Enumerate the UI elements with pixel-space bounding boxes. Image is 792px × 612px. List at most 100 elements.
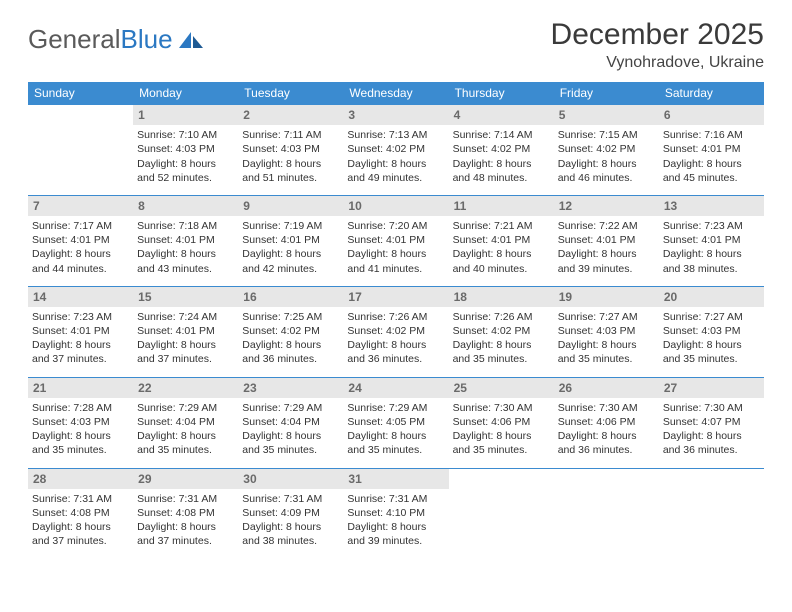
calendar-cell: 12Sunrise: 7:22 AMSunset: 4:01 PMDayligh… [554, 195, 659, 286]
calendar-cell: 10Sunrise: 7:20 AMSunset: 4:01 PMDayligh… [343, 195, 448, 286]
sunset-text: Sunset: 4:10 PM [347, 506, 444, 520]
day-number: 6 [659, 105, 764, 125]
day-number: 28 [28, 469, 133, 489]
weekday-header: Monday [133, 82, 238, 105]
sunrise-text: Sunrise: 7:22 AM [558, 219, 655, 233]
month-title: December 2025 [551, 18, 764, 52]
calendar-cell: 11Sunrise: 7:21 AMSunset: 4:01 PMDayligh… [449, 195, 554, 286]
sunset-text: Sunset: 4:01 PM [242, 233, 339, 247]
daylight-text: Daylight: 8 hours [453, 157, 550, 171]
sunset-text: Sunset: 4:01 PM [347, 233, 444, 247]
sunrise-text: Sunrise: 7:31 AM [137, 492, 234, 506]
sunset-text: Sunset: 4:01 PM [663, 142, 760, 156]
sunrise-text: Sunrise: 7:26 AM [347, 310, 444, 324]
calendar-cell: 3Sunrise: 7:13 AMSunset: 4:02 PMDaylight… [343, 105, 448, 196]
daylight-text: and 52 minutes. [137, 171, 234, 185]
daylight-text: and 45 minutes. [663, 171, 760, 185]
daylight-text: and 36 minutes. [663, 443, 760, 457]
weekday-header: Sunday [28, 82, 133, 105]
calendar-cell: 26Sunrise: 7:30 AMSunset: 4:06 PMDayligh… [554, 377, 659, 468]
daylight-text: Daylight: 8 hours [242, 338, 339, 352]
daylight-text: and 35 minutes. [137, 443, 234, 457]
daylight-text: Daylight: 8 hours [137, 247, 234, 261]
day-number: 2 [238, 105, 343, 125]
daylight-text: and 46 minutes. [558, 171, 655, 185]
sunset-text: Sunset: 4:06 PM [558, 415, 655, 429]
calendar-cell: 1Sunrise: 7:10 AMSunset: 4:03 PMDaylight… [133, 105, 238, 196]
sunset-text: Sunset: 4:01 PM [32, 233, 129, 247]
calendar-cell: 28Sunrise: 7:31 AMSunset: 4:08 PMDayligh… [28, 468, 133, 558]
calendar-body: 1Sunrise: 7:10 AMSunset: 4:03 PMDaylight… [28, 105, 764, 559]
daylight-text: Daylight: 8 hours [137, 338, 234, 352]
daylight-text: and 37 minutes. [137, 352, 234, 366]
daylight-text: and 41 minutes. [347, 262, 444, 276]
calendar-cell: 9Sunrise: 7:19 AMSunset: 4:01 PMDaylight… [238, 195, 343, 286]
day-number: 13 [659, 196, 764, 216]
calendar-cell: 21Sunrise: 7:28 AMSunset: 4:03 PMDayligh… [28, 377, 133, 468]
daylight-text: and 35 minutes. [558, 352, 655, 366]
daylight-text: Daylight: 8 hours [242, 429, 339, 443]
sunset-text: Sunset: 4:01 PM [32, 324, 129, 338]
sunset-text: Sunset: 4:06 PM [453, 415, 550, 429]
weekday-header: Thursday [449, 82, 554, 105]
daylight-text: and 39 minutes. [347, 534, 444, 548]
calendar-cell: 5Sunrise: 7:15 AMSunset: 4:02 PMDaylight… [554, 105, 659, 196]
daylight-text: Daylight: 8 hours [453, 247, 550, 261]
header: GeneralBlue December 2025 Vynohradove, U… [28, 18, 764, 72]
daylight-text: Daylight: 8 hours [558, 429, 655, 443]
sunrise-text: Sunrise: 7:18 AM [137, 219, 234, 233]
sunset-text: Sunset: 4:02 PM [242, 324, 339, 338]
sunset-text: Sunset: 4:04 PM [242, 415, 339, 429]
day-number: 7 [28, 196, 133, 216]
sunrise-text: Sunrise: 7:30 AM [663, 401, 760, 415]
calendar-table: SundayMondayTuesdayWednesdayThursdayFrid… [28, 82, 764, 558]
sunset-text: Sunset: 4:09 PM [242, 506, 339, 520]
weekday-header: Wednesday [343, 82, 448, 105]
daylight-text: and 36 minutes. [347, 352, 444, 366]
sunset-text: Sunset: 4:01 PM [137, 233, 234, 247]
sunrise-text: Sunrise: 7:31 AM [242, 492, 339, 506]
daylight-text: and 51 minutes. [242, 171, 339, 185]
daylight-text: and 37 minutes. [32, 534, 129, 548]
logo-text-blue: Blue [121, 24, 173, 55]
sunrise-text: Sunrise: 7:23 AM [32, 310, 129, 324]
day-number: 29 [133, 469, 238, 489]
sunset-text: Sunset: 4:01 PM [453, 233, 550, 247]
day-number: 31 [343, 469, 448, 489]
day-number: 8 [133, 196, 238, 216]
weekday-header-row: SundayMondayTuesdayWednesdayThursdayFrid… [28, 82, 764, 105]
daylight-text: Daylight: 8 hours [663, 157, 760, 171]
day-number: 3 [343, 105, 448, 125]
calendar-cell: 16Sunrise: 7:25 AMSunset: 4:02 PMDayligh… [238, 286, 343, 377]
daylight-text: Daylight: 8 hours [453, 429, 550, 443]
day-number: 15 [133, 287, 238, 307]
sunrise-text: Sunrise: 7:10 AM [137, 128, 234, 142]
sunset-text: Sunset: 4:08 PM [137, 506, 234, 520]
daylight-text: Daylight: 8 hours [242, 520, 339, 534]
daylight-text: Daylight: 8 hours [32, 520, 129, 534]
sunset-text: Sunset: 4:02 PM [453, 142, 550, 156]
daylight-text: and 44 minutes. [32, 262, 129, 276]
day-number: 24 [343, 378, 448, 398]
calendar-row: 14Sunrise: 7:23 AMSunset: 4:01 PMDayligh… [28, 286, 764, 377]
daylight-text: Daylight: 8 hours [663, 429, 760, 443]
calendar-cell [659, 468, 764, 558]
sunset-text: Sunset: 4:08 PM [32, 506, 129, 520]
calendar-cell: 27Sunrise: 7:30 AMSunset: 4:07 PMDayligh… [659, 377, 764, 468]
sunrise-text: Sunrise: 7:27 AM [663, 310, 760, 324]
daylight-text: Daylight: 8 hours [137, 429, 234, 443]
calendar-cell: 2Sunrise: 7:11 AMSunset: 4:03 PMDaylight… [238, 105, 343, 196]
daylight-text: Daylight: 8 hours [663, 247, 760, 261]
sunrise-text: Sunrise: 7:31 AM [347, 492, 444, 506]
calendar-cell [28, 105, 133, 196]
sunset-text: Sunset: 4:03 PM [242, 142, 339, 156]
calendar-cell: 31Sunrise: 7:31 AMSunset: 4:10 PMDayligh… [343, 468, 448, 558]
daylight-text: and 35 minutes. [663, 352, 760, 366]
title-block: December 2025 Vynohradove, Ukraine [551, 18, 764, 72]
daylight-text: and 40 minutes. [453, 262, 550, 276]
calendar-cell: 18Sunrise: 7:26 AMSunset: 4:02 PMDayligh… [449, 286, 554, 377]
sunset-text: Sunset: 4:01 PM [137, 324, 234, 338]
sunrise-text: Sunrise: 7:23 AM [663, 219, 760, 233]
daylight-text: and 37 minutes. [32, 352, 129, 366]
calendar-row: 7Sunrise: 7:17 AMSunset: 4:01 PMDaylight… [28, 195, 764, 286]
